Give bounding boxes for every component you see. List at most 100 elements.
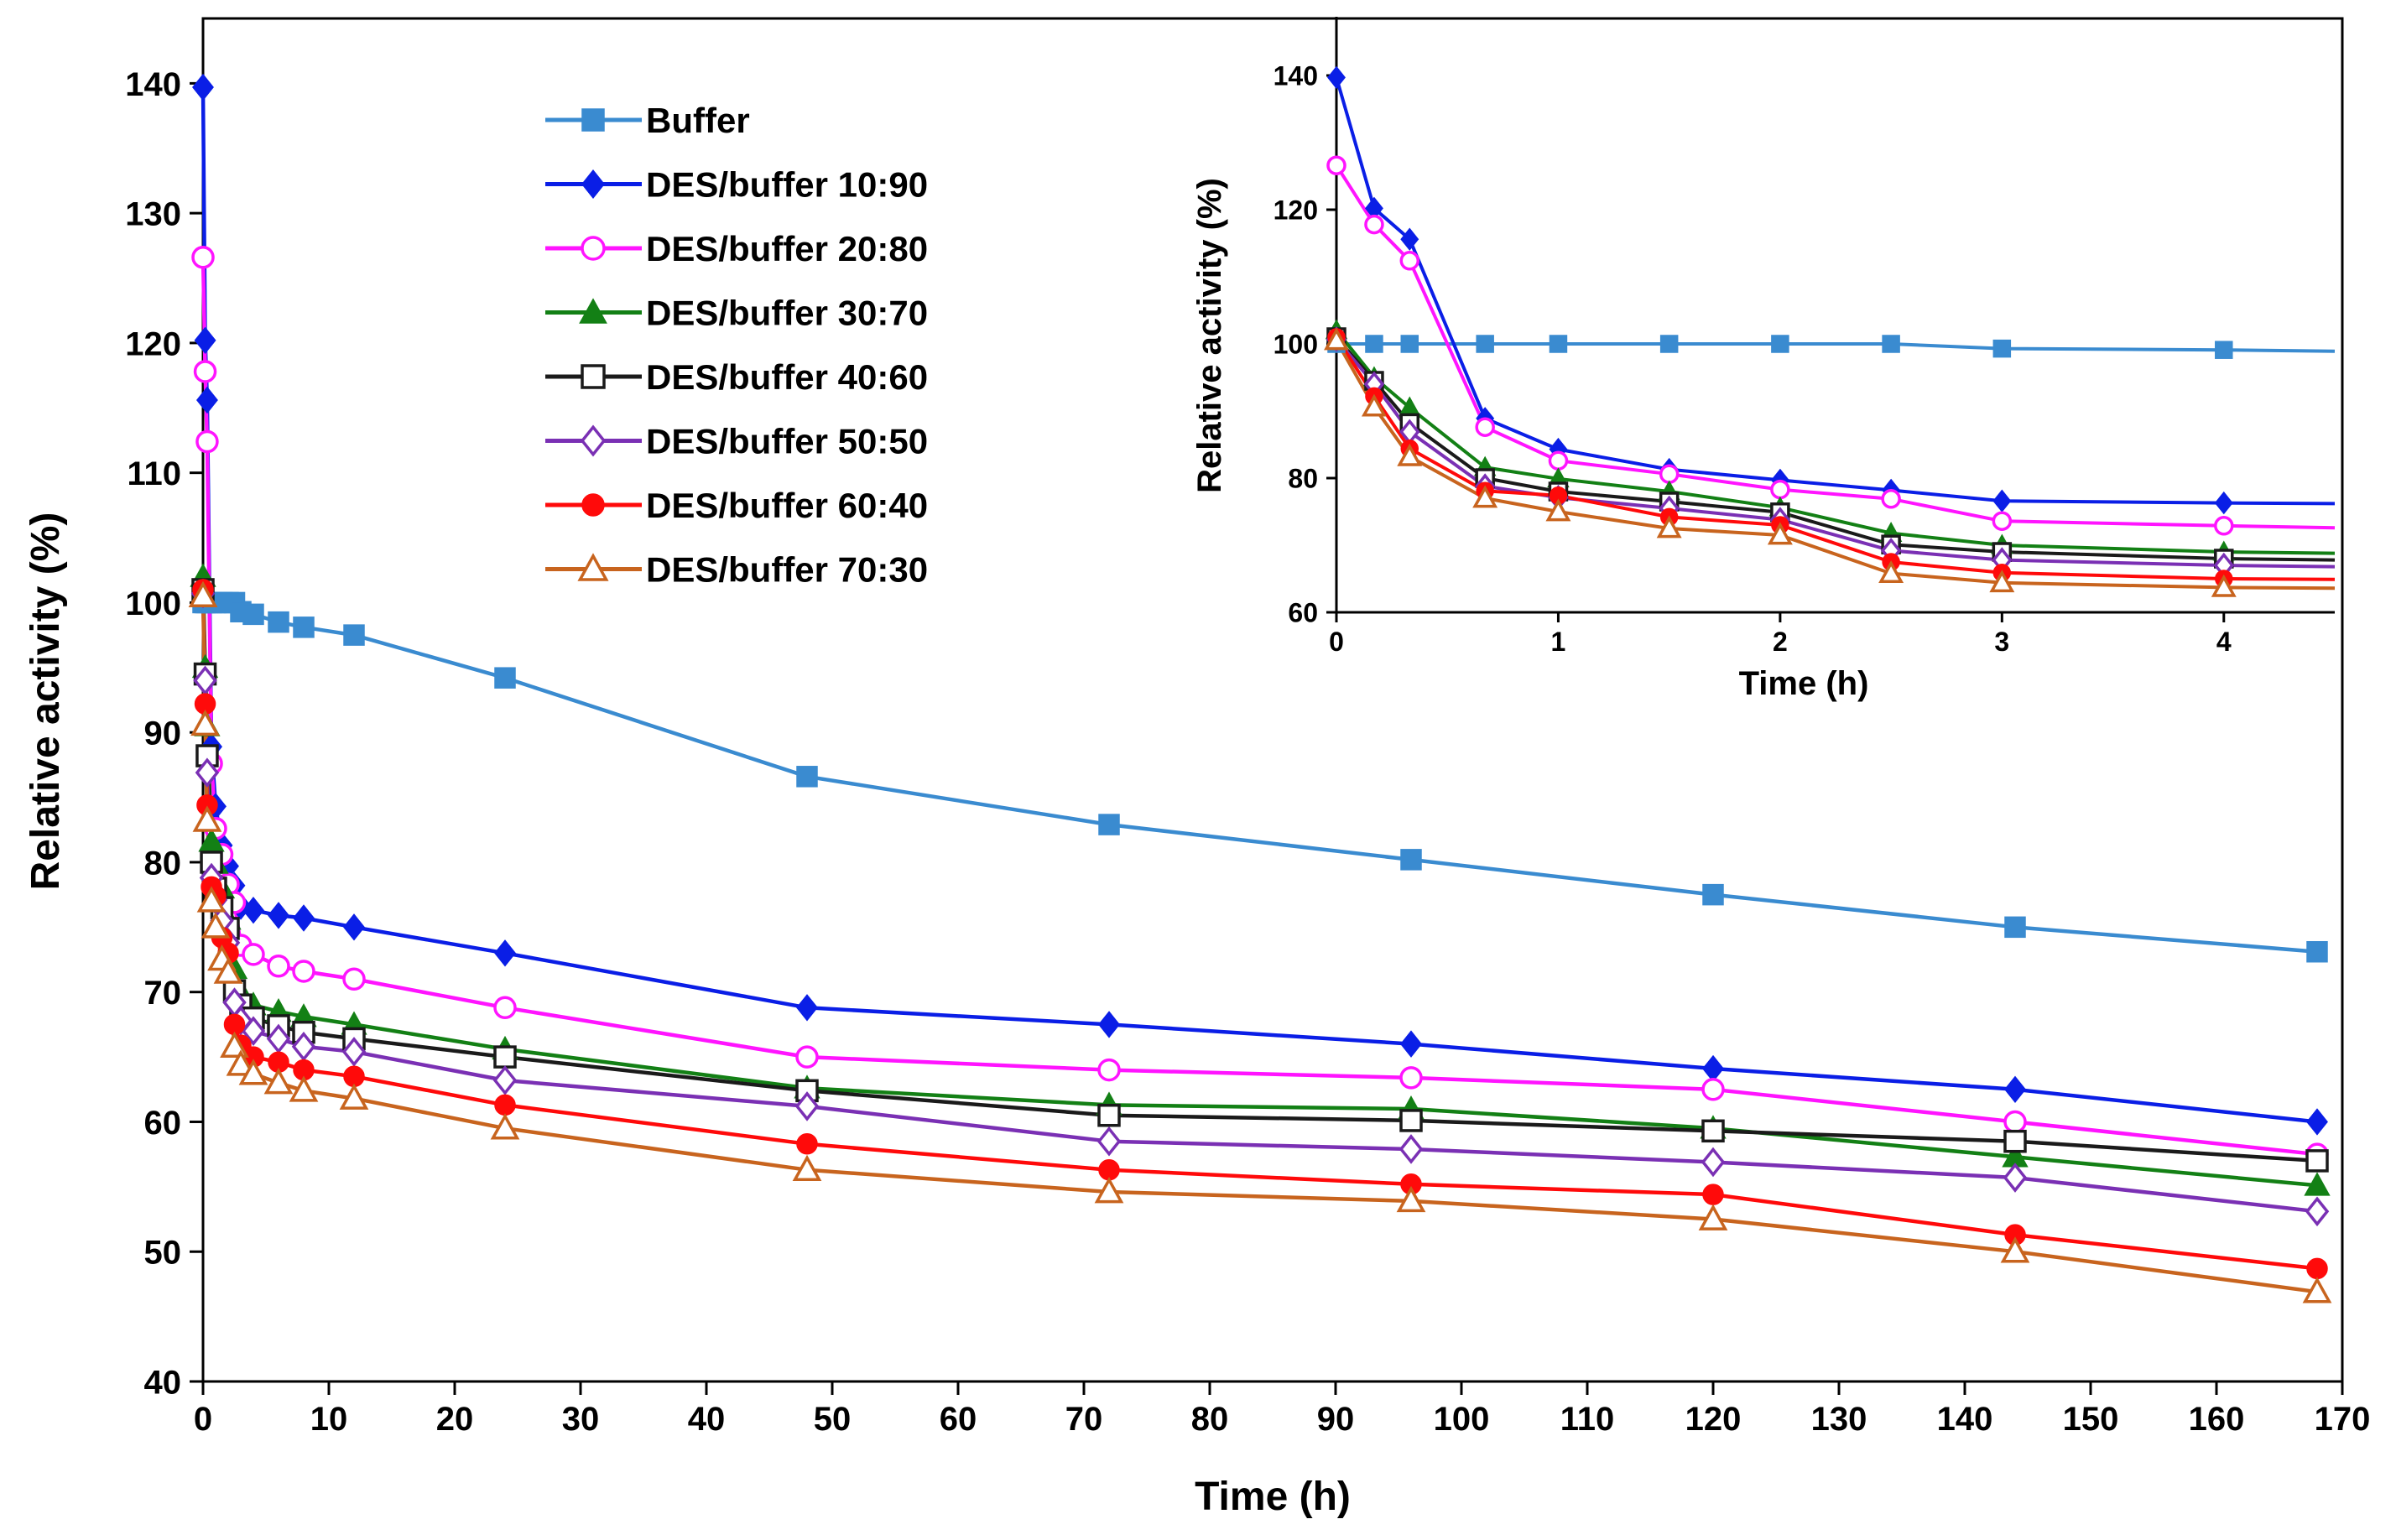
main-point-des-buffer-60-40	[1702, 1184, 1724, 1205]
inset-chart: 0 1 2 3 4 60 80 100 120 140 Time (h) Relative act…	[1191, 17, 2336, 702]
legend-marker-des-buffer-10-90	[581, 169, 605, 199]
main-point-des-buffer-70-30	[289, 1075, 319, 1102]
inset-y-tick-label: 60	[1288, 598, 1318, 628]
legend-label-des-buffer-10-90: DES/buffer 10:90	[646, 165, 928, 205]
inset-point-des-buffer-70-30	[1989, 570, 2015, 593]
inset-point-des-buffer-20-80	[1326, 155, 1346, 175]
inset-point-buffer	[1476, 335, 1494, 353]
main-y-tick-label: 130	[125, 196, 181, 233]
main-x-tick-label: 170	[2315, 1401, 2371, 1438]
main-point-des-buffer-10-90	[2306, 1108, 2328, 1136]
main-x-tick-label: 10	[310, 1401, 348, 1438]
main-point-des-buffer-70-30	[792, 1154, 822, 1182]
inset-point-des-buffer-20-80	[1770, 479, 1790, 500]
legend-marker-buffer	[581, 108, 605, 132]
inset-x-tick-label: 4	[2216, 627, 2232, 657]
main-point-des-buffer-20-80	[242, 943, 265, 966]
main-point-des-buffer-50-50	[1399, 1134, 1424, 1164]
main-x-tick-label: 140	[1937, 1401, 1993, 1438]
main-point-des-buffer-70-30	[1094, 1177, 1124, 1204]
main-point-des-buffer-70-30	[263, 1068, 294, 1095]
main-point-des-buffer-70-30	[192, 805, 222, 832]
main-point-des-buffer-20-80	[342, 967, 366, 991]
main-x-tick-label: 20	[436, 1401, 474, 1438]
main-point-des-buffer-70-30	[213, 957, 243, 984]
main-x-tick-label: 60	[940, 1401, 977, 1438]
main-point-des-buffer-70-30	[196, 886, 227, 913]
main-x-tick-label: 120	[1685, 1401, 1742, 1438]
main-point-des-buffer-50-50	[2003, 1163, 2028, 1193]
main-series-markers	[188, 73, 2332, 1303]
main-point-des-buffer-20-80	[267, 955, 290, 978]
main-point-des-buffer-60-40	[2306, 1257, 2328, 1280]
main-y-tick-label: 100	[125, 585, 181, 622]
legend-marker-des-buffer-20-80	[581, 236, 606, 261]
main-point-des-buffer-70-30	[226, 1049, 256, 1076]
main-x-tick-label: 100	[1434, 1401, 1490, 1438]
main-point-des-buffer-50-50	[492, 1065, 518, 1095]
main-x-axis-label: Time (h)	[1195, 1475, 1351, 1519]
main-x-tick-label: 80	[1191, 1401, 1229, 1438]
main-x-tick-label: 0	[194, 1401, 212, 1438]
legend-label-buffer: Buffer	[646, 101, 750, 140]
main-point-des-buffer-10-90	[494, 939, 516, 967]
main-point-des-buffer-20-80	[191, 246, 215, 269]
main-point-des-buffer-70-30	[1396, 1185, 1426, 1213]
inset-y-tick-label: 140	[1274, 61, 1318, 91]
main-point-des-buffer-20-80	[195, 429, 219, 454]
main-point-des-buffer-60-40	[494, 1094, 516, 1116]
main-point-des-buffer-70-30	[188, 580, 218, 607]
main-point-des-buffer-20-80	[292, 960, 315, 983]
main-point-des-buffer-30-70	[2304, 1172, 2331, 1196]
main-point-buffer	[343, 624, 365, 646]
main-x-tick-label: 160	[2189, 1401, 2245, 1438]
inset-point-des-buffer-20-80	[1659, 464, 1680, 484]
inset-series-markers	[1324, 65, 2237, 597]
inset-point-buffer	[1400, 335, 1419, 353]
inset-point-buffer	[1992, 339, 2012, 358]
legend-label-des-buffer-40-60: DES/buffer 40:60	[646, 357, 928, 397]
inset-x-tick-label: 1	[1551, 627, 1566, 657]
inset-point-des-buffer-70-30	[1361, 393, 1387, 417]
main-point-des-buffer-70-30	[190, 709, 220, 736]
inset-point-des-buffer-70-30	[1656, 515, 1682, 538]
inset-point-des-buffer-20-80	[1364, 214, 1384, 235]
main-point-des-buffer-50-50	[241, 1016, 266, 1046]
inset-point-buffer	[1771, 335, 1789, 353]
main-point-des-buffer-70-30	[201, 912, 231, 939]
main-y-axis-label: Relative activity (%)	[23, 512, 68, 891]
main-y-tick-label: 70	[144, 975, 182, 1012]
inset-point-des-buffer-20-80	[2214, 516, 2234, 536]
main-x-tick-label: 40	[688, 1401, 726, 1438]
main-point-des-buffer-50-50	[266, 1023, 291, 1054]
main-chart: 0 10 20 30 40 50 60 70 80 90 100 110 120 130 140 150 160…	[23, 17, 2371, 1519]
legend-marker-des-buffer-30-70	[579, 298, 607, 324]
main-point-des-buffer-10-90	[796, 994, 818, 1022]
main-point-des-buffer-50-50	[195, 757, 220, 788]
main-point-des-buffer-20-80	[2003, 1110, 2027, 1134]
inset-point-buffer	[1549, 335, 1568, 353]
main-point-buffer	[268, 611, 289, 633]
legend-label-des-buffer-30-70: DES/buffer 30:70	[646, 294, 928, 333]
main-point-buffer	[796, 766, 818, 788]
inset-y-tick-label: 120	[1274, 195, 1318, 226]
inset-point-des-buffer-10-90	[1327, 65, 1346, 90]
legend-marker-des-buffer-50-50	[580, 424, 607, 457]
main-point-des-buffer-50-50	[193, 665, 217, 696]
main-x-tick-label: 90	[1317, 1401, 1355, 1438]
main-x-tick-label: 70	[1065, 1401, 1103, 1438]
inset-point-des-buffer-70-30	[2211, 574, 2237, 597]
main-point-des-buffer-20-80	[1701, 1078, 1725, 1101]
main-y-tick-label: 40	[144, 1364, 182, 1401]
main-point-buffer	[2004, 916, 2026, 939]
main-point-des-buffer-20-80	[193, 360, 217, 383]
main-point-des-buffer-10-90	[293, 904, 315, 932]
main-point-des-buffer-70-30	[238, 1059, 268, 1085]
main-point-des-buffer-20-80	[1399, 1066, 1423, 1090]
legend-marker-des-buffer-40-60	[581, 364, 606, 389]
inset-point-buffer	[1882, 335, 1900, 353]
main-point-des-buffer-50-50	[291, 1031, 316, 1062]
main-point-des-buffer-50-50	[2305, 1196, 2330, 1227]
main-point-des-buffer-20-80	[493, 996, 517, 1020]
main-point-des-buffer-20-80	[1097, 1058, 1121, 1082]
